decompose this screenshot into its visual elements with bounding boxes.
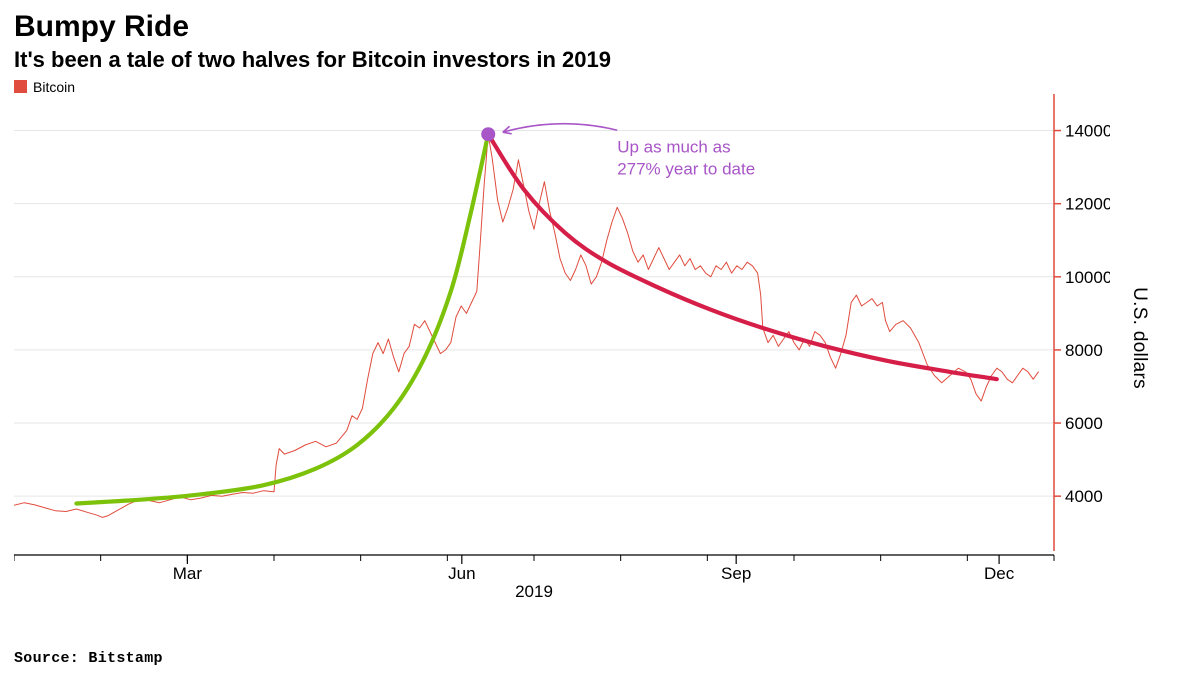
- chart-title: Bumpy Ride: [14, 10, 1186, 45]
- svg-text:Dec: Dec: [984, 564, 1015, 583]
- svg-text:8000: 8000: [1065, 341, 1103, 360]
- yaxis-title: U.S. dollars: [1128, 287, 1150, 389]
- svg-text:Mar: Mar: [173, 564, 203, 583]
- chart-subtitle: It's been a tale of two halves for Bitco…: [14, 47, 1186, 73]
- svg-text:4000: 4000: [1065, 487, 1103, 506]
- svg-text:Sep: Sep: [721, 564, 751, 583]
- chart-canvas: 4000 6000 8000 10000 12000 14000 Mar Jun Sep Dec 2…: [14, 90, 1110, 597]
- source-label: Source: Bitstamp: [14, 650, 163, 667]
- svg-text:14000: 14000: [1065, 122, 1110, 141]
- svg-text:2019: 2019: [515, 582, 553, 597]
- svg-text:6000: 6000: [1065, 414, 1103, 433]
- svg-text:12000: 12000: [1065, 195, 1110, 214]
- svg-text:Jun: Jun: [448, 564, 475, 583]
- svg-text:277% year to date: 277% year to date: [617, 159, 755, 178]
- svg-text:Up as much as: Up as much as: [617, 137, 730, 156]
- svg-text:10000: 10000: [1065, 268, 1110, 287]
